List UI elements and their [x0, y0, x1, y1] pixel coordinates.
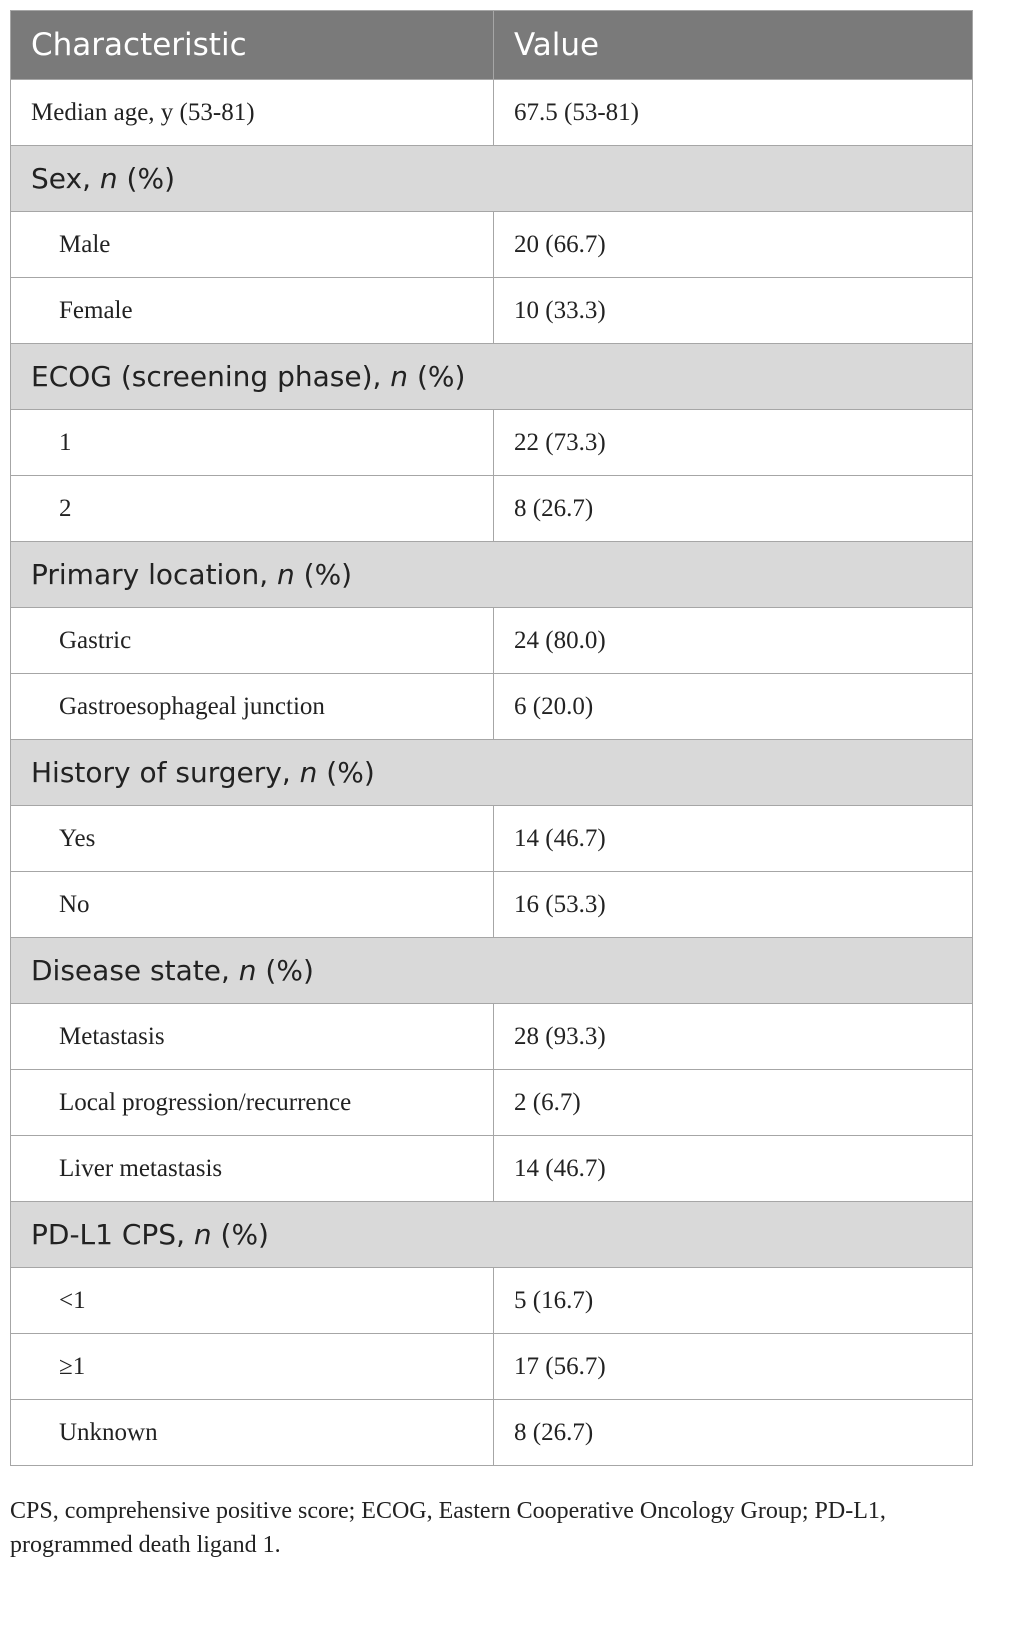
section-title-italic: n [390, 360, 409, 393]
section-header-row: PD-L1 CPS, n (%) [10, 1201, 973, 1268]
table-row: Yes 14 (46.7) [10, 805, 973, 872]
section-title-suffix: (%) [211, 1218, 269, 1251]
section-title: Primary location, n (%) [10, 541, 973, 608]
row-label: Metastasis [10, 1003, 494, 1070]
header-value: Value [493, 10, 973, 80]
section-title-suffix: (%) [256, 954, 314, 987]
section-title-italic: n [277, 558, 295, 591]
row-label: Gastroesophageal junction [10, 673, 494, 740]
row-value: 14 (46.7) [493, 805, 973, 872]
table-row: Local progression/recurrence 2 (6.7) [10, 1069, 973, 1136]
table-row: Gastric 24 (80.0) [10, 607, 973, 674]
row-label: Median age, y (53-81) [10, 79, 494, 146]
table-row: Median age, y (53-81) 67.5 (53-81) [10, 79, 973, 146]
table-row: Unknown 8 (26.7) [10, 1399, 973, 1466]
row-value: 28 (93.3) [493, 1003, 973, 1070]
section-title: History of surgery, n (%) [10, 739, 973, 806]
section-title-suffix: (%) [408, 360, 466, 393]
row-label: Local progression/recurrence [10, 1069, 494, 1136]
section-title: Sex, n (%) [10, 145, 973, 212]
section-title: PD-L1 CPS, n (%) [10, 1201, 973, 1268]
row-label: Unknown [10, 1399, 494, 1466]
section-header-row: Sex, n (%) [10, 145, 973, 212]
section-title-italic: n [193, 1218, 212, 1251]
section-title-text: History of surgery, [31, 756, 300, 789]
section-title-text: Primary location, [31, 558, 277, 591]
section-title-italic: n [299, 756, 318, 789]
row-label: Yes [10, 805, 494, 872]
row-label: Gastric [10, 607, 494, 674]
table-row: Liver metastasis 14 (46.7) [10, 1135, 973, 1202]
table-row: Female 10 (33.3) [10, 277, 973, 344]
section-title-suffix: (%) [317, 756, 375, 789]
row-label: No [10, 871, 494, 938]
row-value: 8 (26.7) [493, 1399, 973, 1466]
section-title-text: Sex, [31, 162, 100, 195]
section-header-row: Primary location, n (%) [10, 541, 973, 608]
row-label: ≥1 [10, 1333, 494, 1400]
table-row: Gastroesophageal junction 6 (20.0) [10, 673, 973, 740]
section-title-text: PD-L1 CPS, [31, 1218, 194, 1251]
table-row: No 16 (53.3) [10, 871, 973, 938]
row-label: Male [10, 211, 494, 278]
row-value: 5 (16.7) [493, 1267, 973, 1334]
row-value: 2 (6.7) [493, 1069, 973, 1136]
table-row: <1 5 (16.7) [10, 1267, 973, 1334]
row-value: 16 (53.3) [493, 871, 973, 938]
row-label: 1 [10, 409, 494, 476]
section-header-row: ECOG (screening phase), n (%) [10, 343, 973, 410]
row-label: 2 [10, 475, 494, 542]
section-title-italic: n [238, 954, 257, 987]
table-row: Metastasis 28 (93.3) [10, 1003, 973, 1070]
table-footnote: CPS, comprehensive positive score; ECOG,… [10, 1498, 886, 1558]
table-row: ≥1 17 (56.7) [10, 1333, 973, 1400]
table-header-row: Characteristic Value [10, 10, 973, 80]
section-title-suffix: (%) [294, 558, 353, 591]
row-value: 67.5 (53-81) [493, 79, 973, 146]
row-value: 24 (80.0) [493, 607, 973, 674]
row-label: <1 [10, 1267, 494, 1334]
row-value: 17 (56.7) [493, 1333, 973, 1400]
row-value: 22 (73.3) [493, 409, 973, 476]
section-header-row: History of surgery, n (%) [10, 739, 973, 806]
row-value: 14 (46.7) [493, 1135, 973, 1202]
row-value: 8 (26.7) [493, 475, 973, 542]
row-label: Female [10, 277, 494, 344]
section-title: ECOG (screening phase), n (%) [10, 343, 973, 410]
characteristics-table: Characteristic Value Median age, y (53-8… [10, 10, 973, 1466]
table-row: 1 22 (73.3) [10, 409, 973, 476]
row-value: 20 (66.7) [493, 211, 973, 278]
row-value: 10 (33.3) [493, 277, 973, 344]
section-title-text: ECOG (screening phase), [31, 360, 391, 393]
section-title-text: Disease state, [31, 954, 239, 987]
row-label: Liver metastasis [10, 1135, 494, 1202]
characteristics-table-container: Characteristic Value Median age, y (53-8… [10, 10, 973, 1466]
section-title: Disease state, n (%) [10, 937, 973, 1004]
header-characteristic: Characteristic [10, 10, 494, 80]
table-row: Male 20 (66.7) [10, 211, 973, 278]
section-title-suffix: (%) [117, 162, 175, 195]
section-title-italic: n [99, 162, 118, 195]
section-header-row: Disease state, n (%) [10, 937, 973, 1004]
row-value: 6 (20.0) [493, 673, 973, 740]
